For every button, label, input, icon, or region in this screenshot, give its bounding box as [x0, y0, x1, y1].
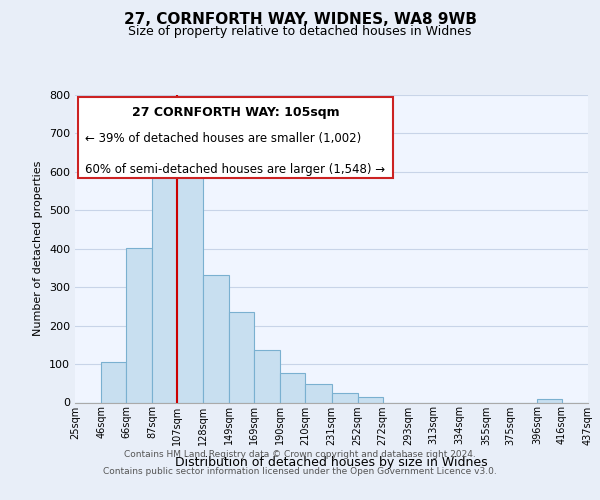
- Text: Size of property relative to detached houses in Widnes: Size of property relative to detached ho…: [128, 25, 472, 38]
- FancyBboxPatch shape: [77, 96, 393, 178]
- Bar: [101, 362, 126, 403]
- Bar: [126, 248, 152, 402]
- Bar: [177, 175, 203, 402]
- X-axis label: Distribution of detached houses by size in Widnes: Distribution of detached houses by size …: [175, 456, 488, 469]
- Y-axis label: Number of detached properties: Number of detached properties: [34, 161, 43, 336]
- Bar: [537, 400, 562, 402]
- Text: ← 39% of detached houses are smaller (1,002): ← 39% of detached houses are smaller (1,…: [85, 132, 362, 145]
- Bar: [305, 384, 331, 402]
- Text: Contains HM Land Registry data © Crown copyright and database right 2024.: Contains HM Land Registry data © Crown c…: [124, 450, 476, 459]
- Bar: [358, 396, 383, 402]
- Bar: [152, 166, 177, 402]
- Text: 27, CORNFORTH WAY, WIDNES, WA8 9WB: 27, CORNFORTH WAY, WIDNES, WA8 9WB: [124, 12, 476, 28]
- Bar: [280, 374, 305, 402]
- Bar: [331, 392, 358, 402]
- Bar: [254, 350, 280, 403]
- Bar: [229, 312, 254, 402]
- Bar: [203, 275, 229, 402]
- Text: Contains public sector information licensed under the Open Government Licence v3: Contains public sector information licen…: [103, 468, 497, 476]
- Text: 27 CORNFORTH WAY: 105sqm: 27 CORNFORTH WAY: 105sqm: [131, 106, 339, 119]
- Text: 60% of semi-detached houses are larger (1,548) →: 60% of semi-detached houses are larger (…: [85, 162, 385, 175]
